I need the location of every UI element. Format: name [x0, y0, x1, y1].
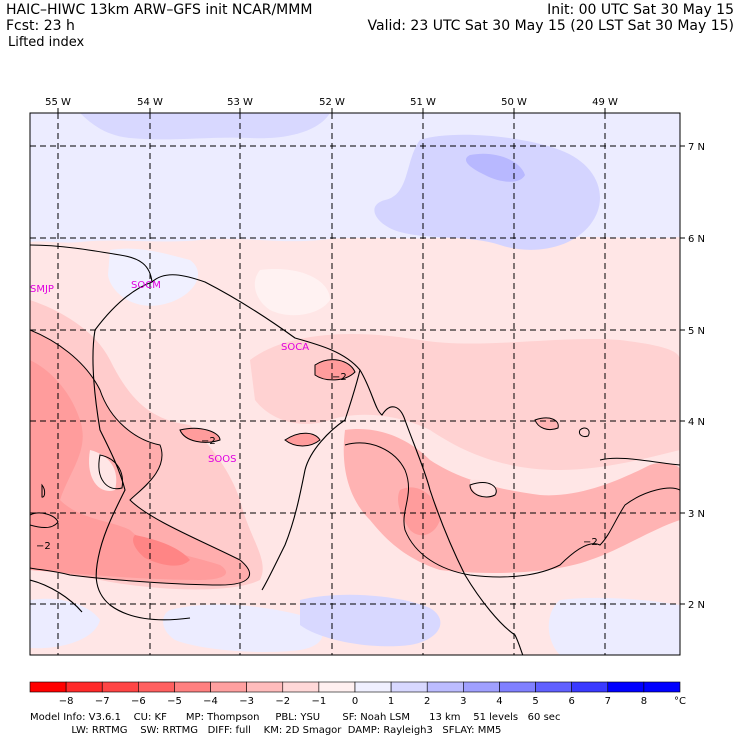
shaded-field [30, 113, 680, 655]
colorbar-segment [607, 681, 645, 693]
colorbar-segment [138, 681, 175, 693]
model-info-line1: Model Info: V3.6.1 CU: KF MP: Thompson P… [30, 712, 561, 723]
lat-lon-grid [30, 113, 680, 655]
contour-label: −2 [332, 372, 347, 383]
lon-label: 52 W [319, 97, 345, 108]
colorbar-labels: −8 −7 −6 −5 −4 −3 −2 −1 0 1 2 3 4 5 6 7 8 [59, 696, 647, 707]
colorbar-segment [101, 681, 139, 693]
valid-time: Valid: 23 UTC Sat 30 May 15 (20 LST Sat … [367, 18, 734, 34]
lon-label: 50 W [501, 97, 527, 108]
colorbar-tick-label: 7 [605, 696, 611, 707]
station-label: SOCM [131, 280, 161, 291]
colorbar-tick-label: −2 [275, 696, 290, 707]
colorbar-tick-label: −3 [239, 696, 254, 707]
colorbar-tick-label: −8 [59, 696, 74, 707]
station-label: SOCA [281, 342, 309, 353]
lat-label: 5 N [688, 326, 705, 337]
lon-label: 51 W [410, 97, 436, 108]
colorbar-unit: °C [674, 696, 686, 707]
colorbar-segment [571, 681, 609, 693]
lat-label: 7 N [688, 142, 705, 153]
colorbar-segment [643, 681, 681, 693]
contour-label: −2 [201, 436, 216, 447]
colorbar-tick-label: 2 [424, 696, 430, 707]
colorbar-tick-label: 6 [568, 696, 574, 707]
colorbar-tick-label: 3 [460, 696, 466, 707]
colorbar-segment [65, 681, 103, 693]
colorbar-segment [282, 681, 320, 693]
model-title: HAIC–HIWC 13km ARW–GFS init NCAR/MMM [6, 2, 313, 18]
colorbar-segment [210, 681, 247, 693]
lat-label: 4 N [688, 417, 705, 428]
colorbar-tick-label: 0 [352, 696, 358, 707]
forecast-hour: Fcst: 23 h [6, 18, 75, 34]
colorbar-tick-label: −6 [131, 696, 146, 707]
init-time: Init: 00 UTC Sat 30 May 15 [547, 2, 734, 18]
contours [30, 329, 680, 586]
lon-label: 54 W [137, 97, 163, 108]
colorbar-tick-label: 5 [532, 696, 538, 707]
colorbar-tick-label: 1 [388, 696, 394, 707]
ticks [57, 108, 685, 605]
lon-label: 53 W [227, 97, 253, 108]
colorbar-tick-label: −4 [203, 696, 218, 707]
colorbar-segment [318, 681, 356, 693]
lat-label: 2 N [688, 600, 705, 611]
colorbar-segment [390, 681, 428, 693]
lon-label: 55 W [45, 97, 71, 108]
lat-label: 3 N [688, 509, 705, 520]
colorbar-tick-label: 8 [641, 696, 647, 707]
lat-label: 6 N [688, 234, 705, 245]
colorbar-segment [426, 681, 464, 693]
colorbar [29, 681, 681, 693]
colorbar-tick-label: 4 [496, 696, 502, 707]
colorbar-segment [499, 681, 536, 693]
colorbar-segment [354, 681, 392, 693]
station-label: SOOS [208, 454, 236, 465]
model-info-line2: LW: RRTMG SW: RRTMG DIFF: full KM: 2D Sm… [30, 725, 502, 736]
contour-label: −2 [583, 537, 598, 548]
lon-label: 49 W [592, 97, 618, 108]
colorbar-segment [246, 681, 284, 693]
colorbar-tick-label: −5 [167, 696, 182, 707]
colorbar-segment [174, 681, 211, 693]
colorbar-tick-label: −7 [95, 696, 110, 707]
colorbar-tick-label: −1 [312, 696, 327, 707]
colorbar-segment [29, 681, 67, 693]
colorbar-segment [463, 681, 500, 693]
contour-label: −2 [36, 541, 51, 552]
station-label: SMJP [30, 284, 54, 295]
colorbar-segment [535, 681, 572, 693]
map-frame [29, 112, 681, 656]
field-name: Lifted index [8, 35, 85, 50]
